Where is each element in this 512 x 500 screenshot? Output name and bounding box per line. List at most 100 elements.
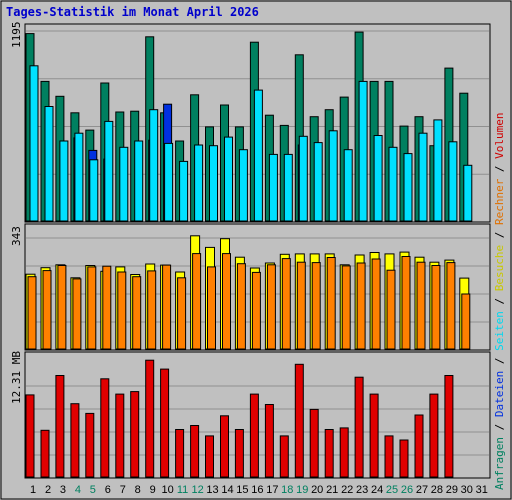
side-legend-seiten: Seiten [493, 311, 506, 351]
rechner-bar [281, 258, 291, 350]
rechner-bar [416, 261, 426, 350]
rechner-bar [147, 270, 157, 350]
rechner-bar [27, 276, 37, 350]
seiten-bar [74, 132, 84, 222]
rechner-bar [356, 262, 366, 350]
seiten-bar [298, 135, 308, 222]
volumen-bar [399, 439, 409, 478]
side-legend-rechner: Rechner [493, 178, 506, 225]
side-legend-anfragen: Anfragen [493, 437, 506, 490]
rechner-bar [177, 277, 187, 350]
rechner-bar [386, 269, 396, 350]
seiten-bar [224, 136, 233, 222]
day-label: 1 [30, 484, 36, 496]
day-label: 15 [236, 484, 248, 496]
volumen-bar [234, 429, 244, 478]
volumen-bar [100, 378, 110, 478]
rechner-bar [222, 253, 231, 350]
seiten-bar [164, 142, 174, 222]
day-label: 19 [296, 484, 308, 496]
day-label: 26 [401, 484, 413, 496]
seiten-bar [238, 149, 248, 222]
visits-max-label: 343 [10, 226, 23, 246]
rechner-bar [42, 270, 52, 350]
day-label: 17 [266, 484, 278, 496]
day-label: 28 [431, 484, 443, 496]
rechner-bar [251, 271, 261, 350]
rechner-bar [266, 264, 276, 350]
rechner-bar [446, 262, 456, 350]
seiten-bar [149, 109, 159, 222]
seiten-bar [59, 140, 69, 222]
volumen-bar [175, 429, 185, 478]
side-legend-separator: / [493, 291, 506, 311]
seiten-bar [134, 140, 144, 222]
seiten-bar [388, 146, 398, 222]
volumen-bar [205, 435, 214, 478]
day-label: 16 [251, 484, 263, 496]
side-legend-dateien: Dateien [493, 371, 506, 417]
rechner-bar [371, 258, 381, 350]
rechner-bar [236, 263, 246, 350]
rechner-bar [401, 256, 411, 350]
seiten-bar [343, 149, 353, 222]
side-legend-separator: / [493, 225, 506, 245]
volumen-bar [294, 363, 304, 478]
rechner-bar [87, 266, 97, 350]
day-label: 30 [461, 484, 473, 496]
side-legend: Anfragen / Dateien / Seiten / Besuche / … [493, 112, 506, 490]
volumen-bar [190, 425, 200, 478]
side-legend-separator: / [493, 351, 506, 371]
volumen-bar [339, 427, 349, 478]
seiten-bar [448, 141, 458, 222]
volumen-bar [85, 412, 95, 478]
seiten-bar [313, 142, 323, 222]
seiten-bar [119, 146, 129, 222]
rechner-bar [102, 265, 112, 350]
seiten-bar [44, 106, 54, 222]
rechner-bar [461, 293, 471, 350]
volume-max-label: 12.31 MB [10, 351, 23, 404]
seiten-bar [179, 160, 189, 222]
rechner-bar [192, 253, 202, 350]
day-label: 9 [150, 484, 156, 496]
volumen-bar [429, 393, 439, 478]
volumen-bar [220, 415, 229, 478]
day-labels: 1 2 3 4 5 6 7 8 9 10 11 12 13 14 15 16 17 18 19 20 21 22 23 24 2… [30, 484, 488, 496]
seiten-bar [463, 164, 473, 222]
day-label: 8 [135, 484, 141, 496]
day-label: 21 [326, 484, 338, 496]
seiten-bar [433, 119, 443, 222]
volumen-bar [324, 429, 334, 478]
rechner-bar [162, 264, 172, 350]
volumen-bar [40, 429, 50, 478]
seiten-bar [358, 80, 368, 222]
day-label: 25 [386, 484, 398, 496]
rechner-bar [117, 271, 127, 350]
day-label: 23 [356, 484, 368, 496]
day-label: 2 [45, 484, 51, 496]
volumen-bar [264, 404, 274, 478]
side-legend-besuche: Besuche [493, 245, 506, 291]
seiten-bar [253, 89, 263, 222]
volumen-bar [160, 368, 170, 478]
rechner-bar [326, 257, 336, 350]
volumen-bar [309, 408, 319, 478]
seiten-bar [283, 153, 293, 222]
seiten-bar [373, 135, 383, 222]
rechner-bar [296, 261, 306, 350]
side-legend-separator: / [493, 159, 506, 179]
day-label: 4 [75, 484, 81, 496]
volumen-bar [444, 375, 454, 478]
day-label: 7 [120, 484, 126, 496]
volumen-bar [249, 393, 259, 478]
day-label: 12 [191, 484, 203, 496]
day-label: 13 [206, 484, 218, 496]
chart-title: Tages-Statistik im Monat April 2026 [6, 5, 259, 19]
day-label: 6 [105, 484, 111, 496]
volumen-bar [279, 435, 289, 478]
rechner-bar [431, 265, 441, 350]
seiten-bar [418, 132, 428, 222]
